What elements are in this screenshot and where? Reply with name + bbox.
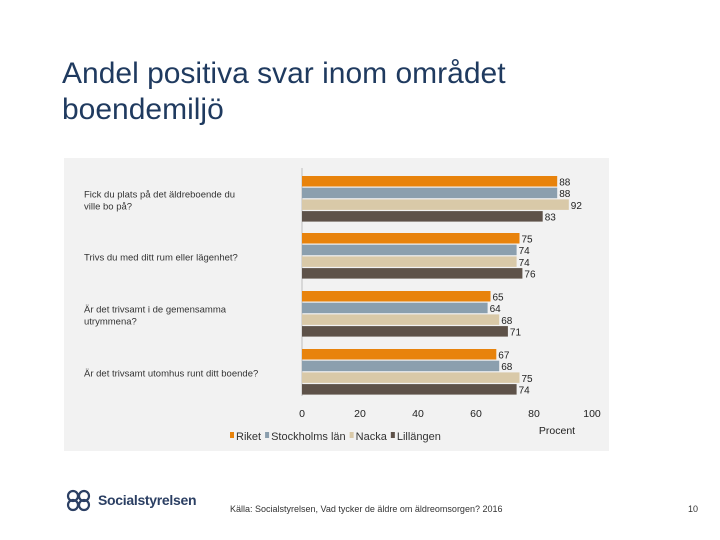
x-tick-label: 40 xyxy=(412,408,424,420)
slide-title: Andel positiva svar inom området boendem… xyxy=(62,56,662,128)
bar xyxy=(302,187,558,199)
data-label: 76 xyxy=(524,270,536,281)
question-label: ville bo på? xyxy=(84,201,132,212)
data-label: 75 xyxy=(522,235,534,246)
socialstyrelsen-logo: Socialstyrelsen xyxy=(64,488,197,512)
chart-panel: Fick du plats på det äldreboende du ville… xyxy=(64,158,609,451)
data-label: 75 xyxy=(522,374,534,385)
bar xyxy=(302,256,517,267)
question-label: Trivs du med ditt rum eller lägenhet? xyxy=(84,252,238,263)
data-label: 64 xyxy=(490,304,502,315)
question-label: Är det trivsamt utomhus runt ditt boende… xyxy=(84,368,258,379)
legend-label: Lillängen xyxy=(397,431,441,443)
legend-swatch xyxy=(230,432,234,438)
bar xyxy=(302,291,491,302)
slide-title-line-1: Andel positiva svar inom området xyxy=(62,57,506,90)
legend-label: Stockholms län xyxy=(271,431,346,443)
data-label: 74 xyxy=(519,386,531,397)
x-tick-label: 100 xyxy=(583,408,601,420)
data-label: 88 xyxy=(559,178,571,189)
bar xyxy=(302,326,508,337)
page-number: 10 xyxy=(688,504,699,514)
slide-title-line-2: boendemiljö xyxy=(62,93,224,126)
bar xyxy=(302,233,520,244)
question-label: Fick du plats på det äldreboende du xyxy=(84,189,235,200)
bar xyxy=(302,199,569,210)
question-label: Är det trivsamt i de gemensamma xyxy=(84,304,227,315)
bar xyxy=(302,384,517,395)
x-tick-label: 80 xyxy=(528,408,540,420)
x-tick-label: 0 xyxy=(299,408,305,420)
legend-swatch xyxy=(265,432,270,438)
data-label: 67 xyxy=(498,351,510,362)
data-label: 71 xyxy=(510,328,522,339)
data-label: 74 xyxy=(519,258,531,269)
x-axis-label: Procent xyxy=(539,425,575,437)
logo-text: Socialstyrelsen xyxy=(98,492,197,508)
logo-mark-icon xyxy=(66,489,91,512)
x-tick-label: 60 xyxy=(470,408,482,420)
data-label: 92 xyxy=(571,201,583,212)
bar xyxy=(302,349,497,360)
bar xyxy=(302,314,500,325)
data-label: 74 xyxy=(519,246,531,257)
legend-label: Riket xyxy=(236,431,261,443)
source-note: Källa: Socialstyrelsen, Vad tycker de äl… xyxy=(230,504,503,514)
bar xyxy=(302,372,520,383)
legend-swatch xyxy=(349,432,354,438)
legend-label: Nacka xyxy=(356,431,388,443)
bar xyxy=(302,302,488,314)
bar xyxy=(302,360,500,372)
bar xyxy=(302,244,517,256)
data-label: 83 xyxy=(545,213,557,224)
legend-swatch xyxy=(390,432,395,438)
question-label: utrymmena? xyxy=(84,316,137,327)
x-tick-label: 20 xyxy=(354,408,366,420)
data-label: 68 xyxy=(501,362,513,373)
bar xyxy=(302,268,523,279)
data-label: 88 xyxy=(559,189,571,200)
data-label: 65 xyxy=(493,293,505,304)
bar xyxy=(302,176,558,187)
data-label: 68 xyxy=(501,316,513,327)
bar xyxy=(302,211,543,222)
bar-chart: Fick du plats på det äldreboende duville… xyxy=(84,168,601,443)
